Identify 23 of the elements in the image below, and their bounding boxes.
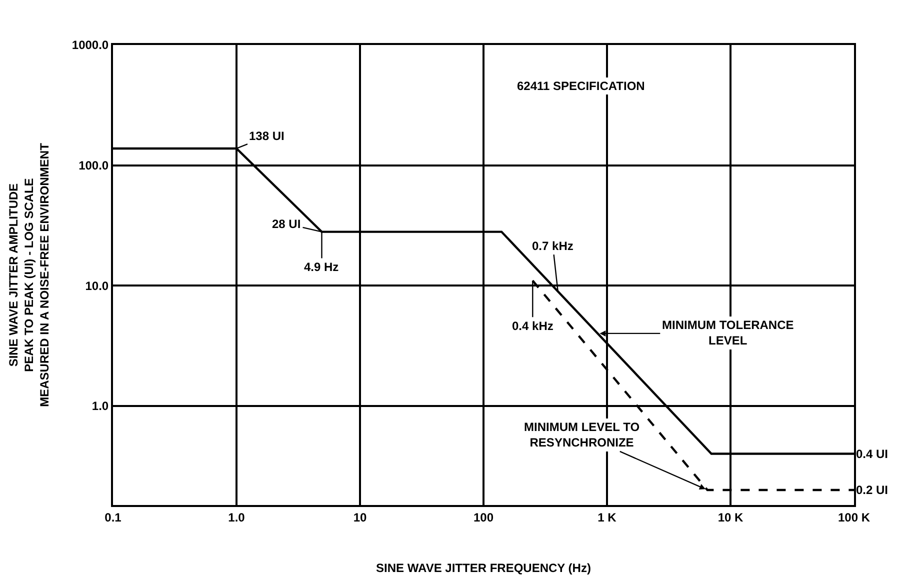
- annotation: 138 UI: [249, 129, 284, 143]
- x-tick-label: 10 K: [718, 510, 744, 524]
- annotation: 28 UI: [272, 217, 301, 231]
- annotation: 0.4 UI: [856, 447, 888, 461]
- x-tick-label: 100 K: [838, 510, 870, 524]
- y-tick-label: 100.0: [78, 158, 109, 172]
- annotation: 4.9 Hz: [304, 260, 339, 274]
- y-tick-label: 1000.0: [72, 38, 109, 52]
- annotation: MINIMUM LEVEL TO RESYNCHRONIZE: [524, 420, 640, 450]
- x-tick-label: 1 K: [598, 510, 617, 524]
- y-axis-title: SINE WAVE JITTER AMPLITUDE PEAK TO PEAK (UI) - LOG SCALE MEASURED IN A NOISE-FREE ENVIRONMENT: [6, 142, 52, 407]
- annotation: 62411 SPECIFICATION: [517, 79, 645, 93]
- x-tick-label: 100: [473, 510, 494, 524]
- x-tick-label: 1.0: [228, 510, 246, 524]
- annotation: 0.7 kHz: [532, 239, 574, 253]
- annotation: 0.4 kHz: [512, 319, 554, 333]
- annotation: 0.2 UI: [856, 483, 888, 497]
- annotation: MINIMUM TOLERANCE LEVEL: [662, 318, 794, 348]
- y-tick-label: 1.0: [92, 399, 109, 414]
- x-tick-label: 0.1: [104, 510, 122, 524]
- x-axis-title: SINE WAVE JITTER FREQUENCY (Hz): [376, 560, 591, 575]
- x-tick-label: 10: [353, 510, 367, 524]
- y-tick-label: 10.0: [85, 278, 109, 293]
